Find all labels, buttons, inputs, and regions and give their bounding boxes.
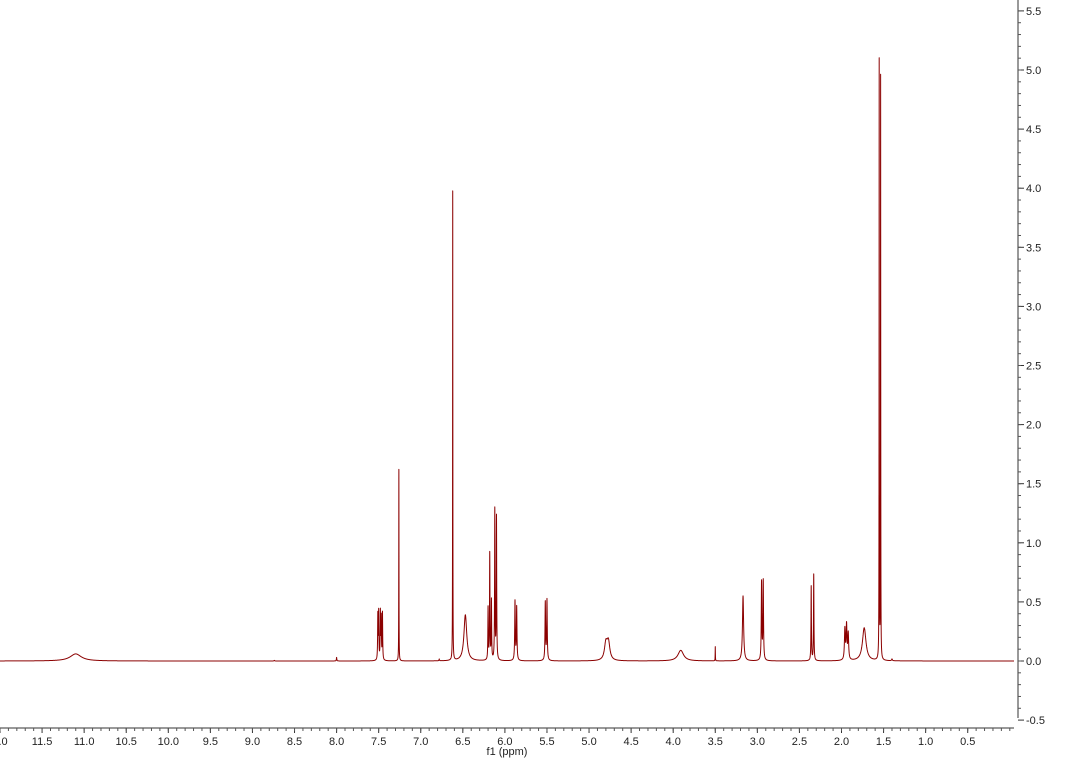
plot-area: [0, 57, 1015, 662]
y-tick-label: 4.5: [1026, 124, 1041, 136]
x-tick-label: 9.5: [203, 736, 218, 748]
y-tick-label: 1.5: [1026, 479, 1041, 491]
x-tick-label: 11.0: [74, 736, 95, 748]
y-tick-label: 0.5: [1026, 597, 1041, 609]
x-tick-label: 0.5: [960, 736, 975, 748]
y-tick-label: 1.0: [1026, 538, 1041, 550]
x-tick-label: 3.0: [750, 736, 765, 748]
x-tick-label: 10.0: [158, 736, 179, 748]
y-tick-label: 0.0: [1026, 656, 1041, 668]
x-tick-label: 8.0: [329, 736, 344, 748]
x-axis: 2.0 11.5 11.0 10.5 10.0 9.5 9.0 8.5 8.0 7.5 7.0 6.5…: [0, 727, 1014, 758]
x-tick-label: 11.5: [32, 736, 53, 748]
x-tick-label: 4.5: [623, 736, 638, 748]
x-tick-label: 2.0: [834, 736, 849, 748]
x-tick-label: 10.5: [116, 736, 137, 748]
x-tick-label: 3.5: [708, 736, 723, 748]
x-tick-label: 6.0: [497, 736, 512, 748]
x-tick-label: 4.0: [666, 736, 681, 748]
y-tick-label: 2.0: [1026, 420, 1041, 432]
x-axis-title: f1 (ppm): [487, 746, 528, 758]
x-axis-ticks: 2.0 11.5 11.0 10.5 10.0 9.5 9.0 8.5 8.0 7.5 7.0 6.5…: [0, 728, 1011, 748]
y-tick-label: 5.0: [1026, 65, 1041, 77]
x-tick-label: 2.5: [792, 736, 807, 748]
x-tick-label: 7.5: [371, 736, 386, 748]
spectrum-line: [0, 57, 1015, 662]
x-tick-label: 5.0: [581, 736, 596, 748]
x-tick-label: 2.0: [0, 736, 8, 748]
x-tick-label: 1.0: [918, 736, 933, 748]
x-tick-label: 9.0: [245, 736, 260, 748]
x-tick-label: 7.0: [413, 736, 428, 748]
y-tick-label: 3.0: [1026, 301, 1041, 313]
y-tick-label: 4.0: [1026, 183, 1041, 195]
x-tick-label: 6.5: [455, 736, 470, 748]
x-tick-label: 5.5: [539, 736, 554, 748]
y-axis: 5.5 5.0 4.5 4.0 3.5 3.0 2.5 2.0 1.5 1.0 0.5 0.0 -0.5: [1017, 0, 1045, 727]
x-tick-label: 1.5: [876, 736, 891, 748]
y-tick-label: 3.5: [1026, 242, 1041, 254]
y-tick-label: 2.5: [1026, 361, 1041, 373]
y-tick-label: -0.5: [1026, 715, 1045, 727]
y-tick-label: 5.5: [1026, 6, 1041, 18]
y-axis-ticks: 5.5 5.0 4.5 4.0 3.5 3.0 2.5 2.0 1.5 1.0 0.5 0.0 -0.5: [1018, 6, 1045, 727]
x-tick-label: 8.5: [287, 736, 302, 748]
